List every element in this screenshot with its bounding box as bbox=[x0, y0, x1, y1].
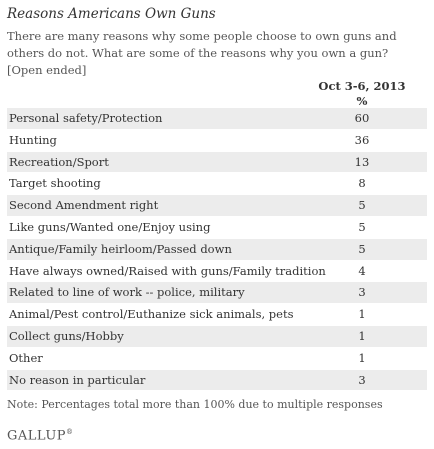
table-row: Hunting 36 bbox=[7, 129, 427, 152]
table-row: Second Amendment right 5 bbox=[7, 195, 427, 217]
table-row: Have always owned/Raised with guns/Famil… bbox=[7, 260, 427, 283]
chart-subtitle: There are many reasons why some people c… bbox=[7, 29, 397, 77]
column-header-date: Oct 3-6, 2013 bbox=[318, 79, 406, 93]
row-label: Hunting bbox=[9, 132, 57, 147]
table-row: No reason in particular 3 bbox=[7, 369, 427, 392]
footnote: Note: Percentages total more than 100% d… bbox=[7, 398, 383, 411]
table-row: Like guns/Wanted one/Enjoy using 5 bbox=[7, 216, 427, 239]
table-row: Personal safety/Protection 60 bbox=[7, 108, 427, 130]
row-value: 5 bbox=[358, 241, 366, 256]
row-value: 13 bbox=[354, 154, 370, 169]
row-label: Related to line of work -- police, milit… bbox=[9, 285, 245, 300]
row-label: Have always owned/Raised with guns/Famil… bbox=[9, 263, 326, 278]
row-value: 5 bbox=[358, 198, 366, 213]
table-row: Collect guns/Hobby 1 bbox=[7, 325, 427, 348]
row-value: 3 bbox=[358, 285, 366, 300]
table-row: Other 1 bbox=[7, 347, 427, 370]
logo-text: GALLUP bbox=[7, 428, 67, 444]
row-label: Second Amendment right bbox=[9, 198, 159, 213]
gallup-logo: GALLUP® bbox=[7, 428, 74, 443]
row-label: Antique/Family heirloom/Passed down bbox=[9, 241, 232, 256]
row-value: 1 bbox=[358, 350, 366, 365]
table-row: Target shooting 8 bbox=[7, 173, 427, 196]
table-row: Animal/Pest control/Euthanize sick anima… bbox=[7, 304, 427, 326]
row-value: 3 bbox=[358, 372, 366, 387]
row-label: Collect guns/Hobby bbox=[9, 328, 124, 343]
table-row: Recreation/Sport 13 bbox=[7, 151, 427, 174]
chart-title: Reasons Americans Own Guns bbox=[7, 6, 216, 22]
row-value: 5 bbox=[358, 219, 366, 234]
row-value: 4 bbox=[358, 263, 366, 278]
table-row: Related to line of work -- police, milit… bbox=[7, 282, 427, 305]
row-label: Animal/Pest control/Euthanize sick anima… bbox=[9, 307, 294, 322]
row-label: No reason in particular bbox=[9, 372, 146, 387]
row-value: 1 bbox=[358, 328, 366, 343]
row-value: 8 bbox=[358, 176, 366, 191]
row-value: 36 bbox=[354, 132, 370, 147]
row-value: 60 bbox=[354, 111, 370, 125]
row-label: Recreation/Sport bbox=[9, 154, 109, 169]
column-header-unit: % bbox=[356, 94, 368, 108]
row-label: Target shooting bbox=[9, 176, 101, 191]
logo-mark: ® bbox=[66, 428, 74, 436]
row-value: 1 bbox=[358, 307, 366, 322]
row-label: Like guns/Wanted one/Enjoy using bbox=[9, 219, 211, 234]
data-table: Personal safety/Protection 60 Hunting 36 Rec… bbox=[7, 108, 427, 392]
row-label: Personal safety/Protection bbox=[9, 111, 163, 125]
row-label: Other bbox=[9, 350, 43, 365]
table-row: Antique/Family heirloom/Passed down 5 bbox=[7, 238, 427, 261]
